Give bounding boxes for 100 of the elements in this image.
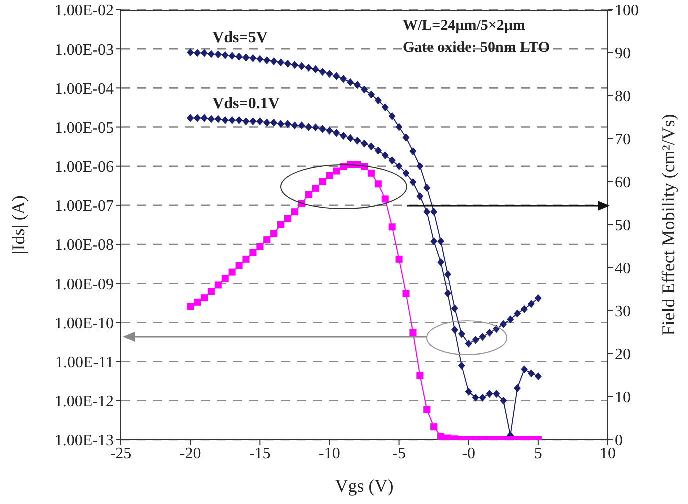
point: [236, 116, 243, 124]
point: [500, 320, 508, 328]
point: [402, 169, 410, 178]
y2-tick-label: 0: [615, 432, 623, 450]
point: [214, 115, 222, 124]
y2-tick-label: 70: [615, 132, 631, 149]
point: [270, 58, 278, 66]
y2-tick-label: 60: [615, 174, 631, 192]
point: [319, 125, 326, 134]
point: [194, 49, 202, 58]
point: [291, 122, 298, 130]
point: [388, 112, 396, 120]
point: [472, 394, 480, 402]
point: [208, 50, 215, 58]
annotation: Gate oxide: 50nm LTO: [403, 40, 550, 57]
point: [493, 390, 500, 398]
point: [416, 192, 424, 200]
point: [291, 61, 298, 70]
point: [396, 123, 403, 132]
point: [486, 328, 494, 337]
point: [222, 116, 229, 124]
point: [187, 48, 194, 57]
point: [534, 294, 542, 302]
y-tick-label: 1.00E-12: [54, 394, 114, 411]
y-tick-label: 1.00E-11: [55, 354, 114, 372]
point: [382, 104, 389, 112]
point: [458, 362, 466, 370]
point: [382, 151, 389, 160]
point: [465, 388, 472, 396]
y2-tick-label: 100: [615, 2, 639, 20]
y-tick-label: 1.00E-03: [54, 42, 114, 59]
x-tick-label: 10: [600, 445, 616, 462]
point: [347, 78, 354, 86]
point: [410, 178, 417, 186]
point: [242, 54, 250, 62]
point: [361, 140, 368, 148]
point: [451, 326, 458, 334]
point: [312, 124, 320, 132]
point: [250, 54, 257, 62]
point: [214, 50, 222, 59]
point: [521, 305, 528, 314]
point: [200, 49, 208, 58]
point: [430, 237, 438, 246]
annotation: W/L=24μm/5×2μm: [403, 18, 526, 35]
point: [305, 123, 312, 132]
point: [278, 120, 285, 128]
y-axis-title: |Ids| (A): [8, 196, 28, 254]
point: [438, 258, 445, 266]
point: [416, 162, 424, 170]
point: [374, 96, 382, 105]
x-tick-label: -20: [180, 445, 202, 462]
point: [333, 72, 340, 80]
point: [402, 134, 410, 142]
point: [326, 126, 334, 135]
y2-tick-label: 40: [615, 260, 631, 278]
point: [521, 366, 528, 374]
point: [438, 237, 445, 246]
point: [222, 51, 229, 60]
point: [410, 148, 417, 156]
point: [340, 132, 348, 140]
point: [451, 304, 458, 313]
point: [200, 114, 208, 122]
point: [333, 129, 340, 138]
point: [354, 136, 362, 145]
point: [368, 142, 375, 151]
point: [479, 333, 486, 342]
point: [264, 118, 271, 127]
point: [256, 118, 264, 126]
point: [424, 184, 431, 192]
point: [312, 66, 320, 74]
point: [430, 208, 438, 216]
point: [228, 52, 236, 60]
point: [305, 64, 312, 72]
point: [388, 156, 396, 165]
point: [472, 336, 480, 344]
y-tick-label: 1.00E-08: [54, 237, 114, 254]
y-tick-label: 1.00E-04: [54, 80, 114, 98]
series-label: Vds=5V: [212, 30, 268, 47]
y2-tick-label: 30: [615, 304, 631, 321]
y2-axis-title: Field Effect Mobility (cm²/Vs): [658, 114, 678, 336]
y2-tick-label: 20: [615, 346, 631, 364]
point: [500, 396, 508, 405]
point: [208, 115, 215, 124]
point: [270, 118, 278, 127]
x-tick-label: -10: [319, 445, 340, 462]
point: [486, 390, 494, 398]
y-tick-label: 1.00E-10: [54, 315, 114, 332]
point: [242, 118, 250, 126]
point: [256, 55, 264, 64]
x-tick-label: 5: [534, 445, 542, 462]
point: [194, 114, 202, 122]
point: [374, 146, 382, 155]
y-tick-label: 1.00E-06: [54, 159, 114, 176]
series-label: Vds=0.1V: [212, 95, 280, 112]
point: [354, 81, 362, 90]
point: [396, 162, 403, 170]
point: [340, 75, 348, 84]
y-tick-label: 1.00E-09: [54, 276, 114, 294]
point: [264, 56, 271, 65]
point: [298, 62, 306, 70]
